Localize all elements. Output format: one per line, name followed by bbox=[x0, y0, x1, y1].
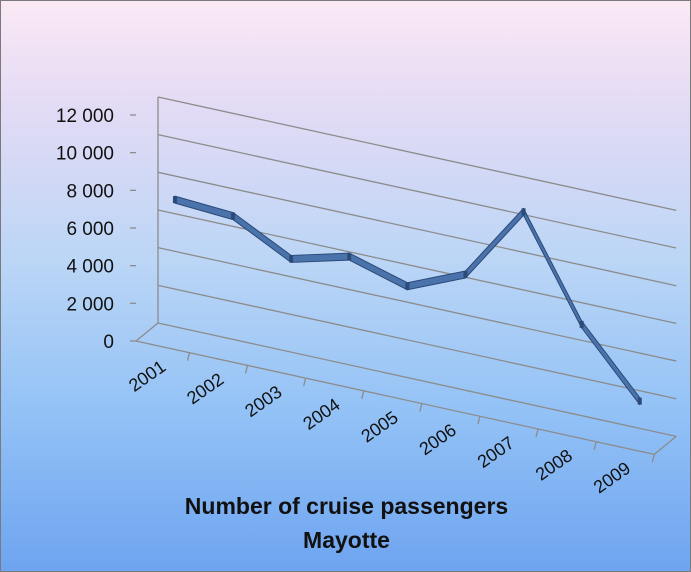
data-point bbox=[579, 320, 584, 328]
line-segment bbox=[464, 207, 525, 279]
x-tick-label: 2006 bbox=[416, 420, 460, 459]
x-tick-mark bbox=[244, 365, 249, 374]
gridline bbox=[157, 284, 677, 400]
y-tick-label: 6 000 bbox=[66, 219, 114, 240]
series-line bbox=[172, 195, 642, 406]
y-tick-label: 8 000 bbox=[66, 181, 114, 202]
x-tick-mark bbox=[303, 377, 307, 387]
x-tick-mark bbox=[419, 403, 423, 412]
chart-title: Number of cruise passengers Mayotte bbox=[1, 489, 690, 557]
x-tick-label: 2004 bbox=[299, 394, 343, 433]
data-point bbox=[172, 196, 177, 204]
line-segment bbox=[406, 270, 466, 291]
x-tick-mark bbox=[361, 390, 365, 399]
data-point bbox=[637, 397, 642, 405]
line-segment bbox=[290, 252, 350, 263]
x-tick-mark bbox=[477, 416, 481, 425]
data-point bbox=[231, 212, 236, 220]
x-tick-label: 2002 bbox=[183, 369, 227, 408]
x-axis-line bbox=[135, 340, 655, 456]
y-tick-label: 0 bbox=[103, 332, 114, 353]
x-tick-mark bbox=[535, 428, 539, 438]
gridline bbox=[157, 322, 677, 438]
x-axis-ticks: 2001 2002 2003 2004 2005 2006 2007 2008 2009 bbox=[125, 356, 634, 497]
gridline bbox=[157, 134, 677, 249]
gridline bbox=[157, 209, 677, 325]
floor-edge-right bbox=[653, 435, 677, 455]
data-point bbox=[405, 282, 410, 290]
data-point bbox=[289, 255, 294, 263]
y-tick-label: 12 000 bbox=[56, 106, 114, 127]
y-tick-label: 10 000 bbox=[56, 144, 114, 165]
x-tick-mark bbox=[651, 454, 655, 463]
data-point bbox=[463, 270, 468, 278]
gridline bbox=[157, 96, 677, 212]
y-tick-label: 4 000 bbox=[66, 257, 114, 278]
x-tick-label: 2007 bbox=[474, 433, 518, 472]
chart-title-line2: Mayotte bbox=[303, 527, 390, 553]
x-tick-label: 2001 bbox=[125, 356, 169, 395]
line-segment bbox=[581, 320, 641, 406]
x-tick-label: 2003 bbox=[241, 382, 285, 421]
y-tick-label: 2 000 bbox=[66, 294, 114, 315]
gridlines bbox=[130, 96, 677, 463]
x-tick-mark bbox=[186, 352, 191, 361]
x-tick-mark bbox=[593, 441, 597, 450]
x-tick-label: 2008 bbox=[532, 445, 576, 484]
data-point bbox=[521, 208, 526, 216]
y-axis-ticks: 0 2 000 4 000 6 000 8 000 10 000 12 000 bbox=[56, 106, 114, 353]
data-point bbox=[347, 253, 352, 261]
x-tick-label: 2005 bbox=[357, 407, 401, 446]
wall-edge-left bbox=[135, 322, 159, 342]
line-segment bbox=[523, 207, 583, 329]
gridline bbox=[157, 247, 677, 362]
gridline bbox=[157, 171, 677, 287]
chart-title-line1: Number of cruise passengers bbox=[184, 493, 509, 519]
